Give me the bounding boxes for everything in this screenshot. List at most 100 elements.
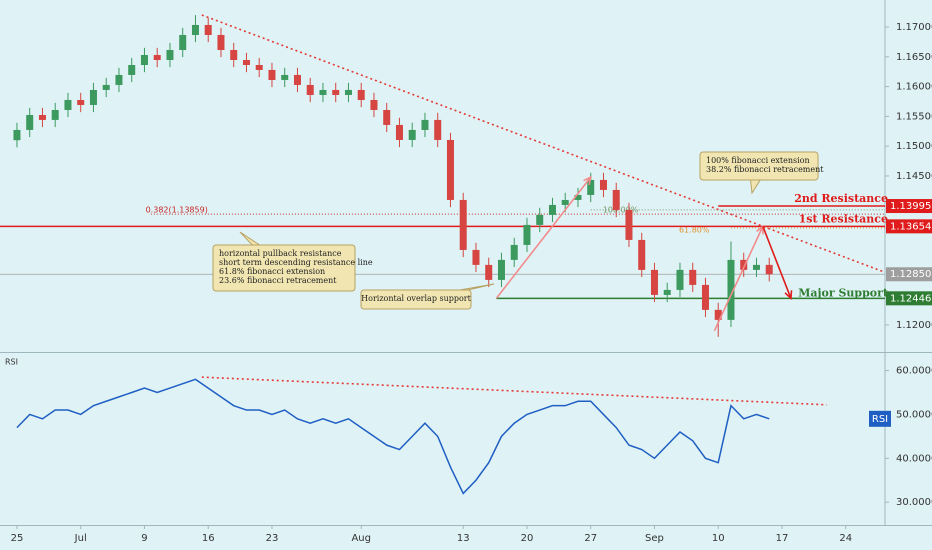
candle-body [701,284,709,310]
y-tick-label: 1.16000 [896,82,932,93]
candle-body [446,139,454,200]
callout-text: Horizontal overlap support [361,294,471,303]
callout-text: short term descending resistance line [219,258,373,267]
callout-text: horizontal pullback resistance [219,249,342,258]
candle-body [434,119,442,140]
candle-body [357,89,365,100]
x-tick-label: 23 [266,533,279,544]
candle-body [217,34,225,50]
rsi-line [16,378,770,495]
candle-body [752,264,760,270]
candle-body [421,119,429,130]
y-tick-label: 1.12000 [896,320,932,331]
arrow [762,226,792,299]
x-tick-label: 25 [11,533,24,544]
candle-body [255,65,263,70]
candle-body [13,129,21,141]
candle-body [587,179,595,195]
candle-body [727,259,735,320]
level-name: Major Support [798,286,889,299]
candle-body [319,89,327,95]
candle-body [650,269,658,295]
candle-body [153,54,161,60]
candle-body [293,74,301,85]
candle-body [89,89,97,105]
level-name: 1st Resistance [799,212,888,225]
candle-body [472,249,480,265]
candle-body [459,199,467,250]
candle-body [510,244,518,260]
trend-line [201,376,827,406]
candle-body [612,189,620,210]
x-tick-label: Sep [645,533,664,544]
candle-body [548,204,556,215]
candle-body [497,259,505,280]
x-tick-label: 10 [712,533,725,544]
rsi-title: RSI [5,358,18,367]
rsi-badge-label: RSI [872,414,888,425]
candle-body [383,109,391,125]
candle-body [38,114,46,120]
y-tick-label: 1.15000 [896,141,932,152]
candle-body [408,129,416,140]
x-tick-label: Jul [74,533,87,544]
x-tick-label: 17 [776,533,789,544]
fib-label: 0.382(1.13859) [146,206,208,215]
y-tick-label: 1.16500 [896,52,932,63]
x-tick-label: 16 [202,533,215,544]
price-badge-label: 1.13654 [890,221,931,232]
y-tick-label: 1.15500 [896,111,932,122]
callout-text: 38.2% fibonacci retracement [706,165,824,174]
candle-body [64,99,72,110]
x-tick-label: 27 [584,533,597,544]
x-tick-label: 9 [141,533,147,544]
arrow [713,226,764,332]
trend-line [201,14,885,273]
candle-body [625,209,633,240]
price-badge [886,267,932,282]
candle-body [179,34,187,50]
arrow-head [784,290,793,301]
candle-body [523,224,531,245]
candle-body [77,99,85,105]
candle-body [395,124,403,140]
price-badge [886,291,932,306]
candle-body [676,269,684,290]
candle-body [268,69,276,80]
candle-body [128,65,136,75]
candle-body [26,114,34,130]
candle-body [574,194,582,200]
x-tick-label: Aug [351,533,371,544]
candle-body [332,89,340,95]
candle-body [765,264,773,275]
fib-label: 61.80% [679,225,710,234]
fib-label: 100.00% [603,205,639,214]
candle-body [344,89,352,95]
y-tick-label: 1.14500 [896,171,932,182]
candle-body [740,259,748,270]
callout-text: 23.6% fibonacci retracement [219,276,337,285]
candle-body [191,24,199,35]
candle-body [599,179,607,190]
candle-body [242,59,250,66]
price-badge-label: 1.12446 [890,293,931,304]
price-badge [886,219,932,234]
candle-body [536,214,544,225]
arrow [495,176,592,299]
callout-text: 100% fibonacci extension [706,156,810,165]
price-badge [886,199,932,214]
candle-body [561,199,569,205]
callout-text: 61.8% fibonacci extension [219,267,325,276]
candle-body [485,264,493,280]
level-name: 2nd Resistance [794,192,888,205]
candle-body [102,84,110,90]
price-badge-label: 1.12850 [890,269,931,280]
x-tick-label: 13 [457,533,470,544]
candle-body [140,54,148,66]
candle-body [51,109,59,120]
